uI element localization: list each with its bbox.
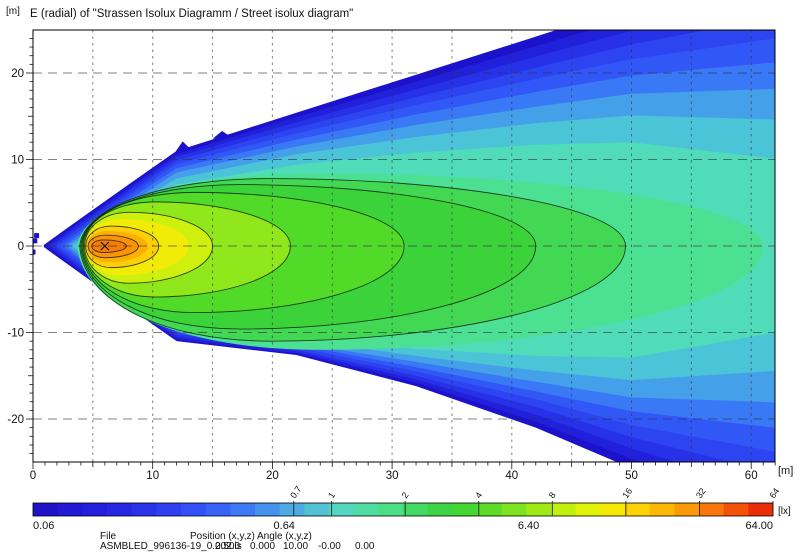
contour-line-9	[87, 234, 139, 259]
colorbar-cell	[699, 503, 725, 516]
file-value: ASMBLED_996136-19_0.002.ls	[100, 541, 242, 552]
colorbar-cell	[575, 503, 601, 516]
colorbar-cell	[526, 503, 552, 516]
x-axis-labels: 0 10 20 30 40 50 60 [m]	[30, 465, 793, 482]
colorbar-cell	[403, 503, 429, 516]
contour-line-2	[80, 184, 537, 330]
colorbar-cell	[279, 503, 305, 516]
colorbar-tick-label: 16	[620, 486, 634, 500]
colorbar-cell	[551, 503, 577, 516]
colorbar-cell	[625, 503, 651, 516]
x-tick-label: 40	[505, 470, 518, 482]
title-bar: [m] E (radial) of "Strassen Isolux Diagr…	[0, 4, 800, 26]
colorbar-cell	[600, 503, 626, 516]
colorbar-cell	[107, 503, 133, 516]
colorbar: 0.7 1 2 4 8 16 32 64 0.06 0.64 6.40 64.00 [lx]	[32, 484, 791, 532]
y-axis-labels: 20 10 0 -10 -20	[7, 68, 24, 426]
y-tick-label: 10	[11, 155, 24, 167]
colorbar-tick-label: 1	[326, 490, 337, 500]
angle-label: Angle (x,y,z)	[257, 531, 312, 542]
x-tick-label: 30	[386, 470, 399, 482]
colorbar-cell	[33, 503, 59, 516]
footer-value: -0.00	[318, 541, 341, 552]
colorbar-cell	[255, 503, 281, 516]
file-label: File	[100, 531, 117, 542]
x-axis-unit-label: [m]	[778, 465, 793, 477]
y-axis-unit-label: [m]	[6, 6, 20, 17]
colorbar-cell	[427, 503, 453, 516]
colorbar-cell	[304, 503, 330, 516]
beam-edge-pixel-0	[33, 238, 38, 244]
colorbar-cell	[378, 503, 404, 516]
colorbar-cell	[477, 503, 503, 516]
gridlines	[33, 30, 775, 462]
contour-line-4	[82, 201, 291, 298]
y-tick-label: 20	[11, 68, 24, 80]
colorbar-cell	[649, 503, 675, 516]
colorbar-unit-label: [lx]	[778, 506, 791, 517]
colorbar-cell	[353, 503, 379, 516]
beam-edge-bump-1	[212, 130, 232, 139]
x-tick-label: 10	[146, 470, 159, 482]
colorbar-cell	[329, 503, 355, 516]
colorbar-cell	[156, 503, 182, 516]
chart-title: E (radial) of "Strassen Isolux Diagramm …	[30, 8, 354, 20]
x-tick-label: 60	[745, 470, 758, 482]
contour-lines	[79, 178, 626, 342]
colorbar-cell	[230, 503, 256, 516]
colorbar-cell	[181, 503, 207, 516]
colorbar-cell	[501, 503, 527, 516]
contour-line-5	[84, 211, 214, 284]
beam-edge-bump-0	[175, 141, 192, 152]
x-tick-label: 20	[266, 470, 279, 482]
colorbar-cell	[205, 503, 231, 516]
x-tick-label: 50	[625, 470, 638, 482]
position-label: Position (x,y,z)	[190, 531, 255, 542]
beam-edge-pixel-2	[34, 233, 40, 239]
colorbar-tick-label: 2	[400, 490, 411, 500]
footer-value: 2.500	[215, 541, 241, 552]
source-marker-icon	[100, 241, 110, 251]
contour-line-7	[85, 225, 160, 269]
colorbar-tick-label: 32	[694, 486, 708, 500]
colorbar-cell	[674, 503, 700, 516]
colorbar-cell	[723, 503, 749, 516]
colorbar-tick-label: 64	[767, 486, 781, 500]
colorbar-value-label: 64.00	[745, 520, 773, 532]
footer-value: 10.00	[283, 541, 309, 552]
footer-value: 0.00	[355, 541, 375, 552]
contour-line-10	[91, 239, 127, 253]
colorbar-value-label: 0.64	[274, 520, 295, 532]
y-tick-label: 0	[18, 241, 24, 253]
y-tick-label: -10	[7, 328, 24, 340]
footer-value: 0.000	[250, 541, 276, 552]
axis-ticks	[26, 38, 776, 469]
colorbar-value-label: 0.06	[33, 520, 54, 532]
contour-line-3	[81, 191, 405, 314]
colorbar-cell	[82, 503, 108, 516]
colorbar-cell	[57, 503, 83, 516]
colorbar-cell	[131, 503, 157, 516]
x-tick-label: 0	[30, 470, 36, 482]
colorbar-value-label: 6.40	[518, 520, 539, 532]
colorbar-tick-label: 0.7	[288, 484, 303, 500]
colorbar-tick-label: 8	[547, 490, 558, 500]
colorbar-cell	[748, 503, 774, 516]
beam-edge-pixel-1	[33, 249, 36, 255]
contour-line-1	[79, 178, 626, 342]
y-tick-label: -20	[7, 414, 24, 426]
colorbar-cell	[452, 503, 478, 516]
colorbar-tick-label: 4	[473, 490, 484, 500]
